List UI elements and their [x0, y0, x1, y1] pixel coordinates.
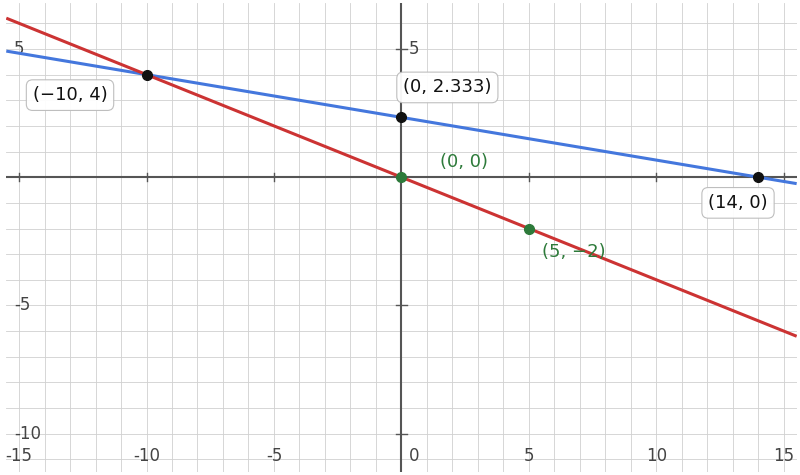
Text: (−10, 4): (−10, 4) [33, 86, 107, 104]
Text: -10: -10 [14, 425, 41, 443]
Text: 10: 10 [646, 446, 667, 465]
Text: 5: 5 [14, 40, 25, 58]
Text: -15: -15 [6, 446, 33, 465]
Text: 5: 5 [524, 446, 534, 465]
Text: (14, 0): (14, 0) [708, 194, 768, 212]
Text: (0, 0): (0, 0) [440, 153, 488, 171]
Text: (0, 2.333): (0, 2.333) [403, 78, 492, 96]
Text: (5, −2): (5, −2) [542, 243, 606, 261]
Text: 15: 15 [774, 446, 794, 465]
Text: -5: -5 [14, 296, 30, 314]
Text: 5: 5 [409, 40, 420, 58]
Text: -10: -10 [133, 446, 160, 465]
Text: 0: 0 [409, 446, 420, 465]
Text: -5: -5 [266, 446, 282, 465]
